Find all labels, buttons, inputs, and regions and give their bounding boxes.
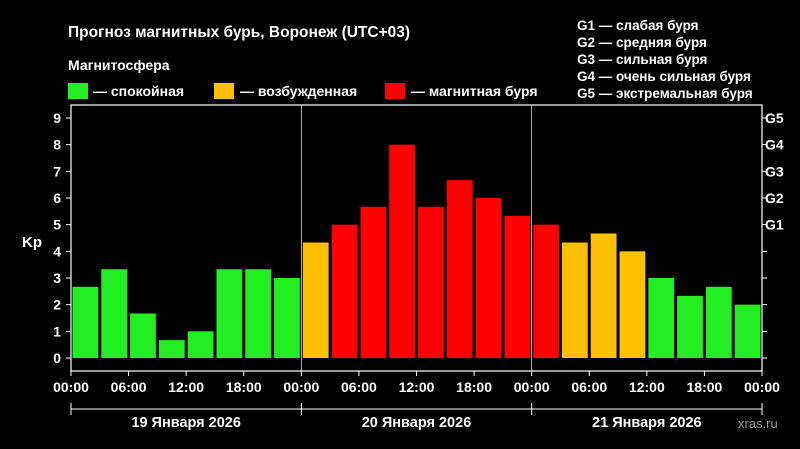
y-tick-label: 7 <box>53 163 61 179</box>
y-axis-label: Kp <box>22 234 42 251</box>
x-tick-label: 18:00 <box>456 379 492 395</box>
kp-bar <box>446 180 473 358</box>
g-level-label: G4 <box>765 137 784 153</box>
kp-bar <box>274 278 300 358</box>
g-level-label: G5 <box>765 110 784 126</box>
kp-bar <box>187 331 214 358</box>
y-tick-label: 0 <box>53 350 61 366</box>
legend-label-active: — возбужденная <box>240 83 357 99</box>
kp-bar <box>475 198 502 358</box>
y-tick-label: 3 <box>53 270 61 286</box>
legend-label-storm: — магнитная буря <box>411 83 538 99</box>
kp-bar <box>130 313 156 358</box>
kp-bar <box>360 206 387 358</box>
day-label: 19 Января 2026 <box>131 415 241 431</box>
kp-bar <box>389 144 415 358</box>
g-scale-g3: G3 — сильная буря <box>577 52 707 67</box>
kp-bar <box>504 215 531 358</box>
x-tick-label: 00:00 <box>514 379 550 395</box>
legend-swatch-quiet <box>68 83 88 99</box>
y-tick-label: 1 <box>53 323 61 339</box>
kp-bar <box>648 278 675 358</box>
g-scale-g1: G1 — слабая буря <box>577 18 699 33</box>
plot-area: 0 1 2 3 4 5 6 7 8 9 G1 G2 G3 G4 G5 00:00 06:00 12:00 18:00… <box>53 104 784 431</box>
kp-bar <box>734 304 761 358</box>
kp-bar <box>418 206 444 358</box>
legend-label-quiet: — спокойная <box>93 83 184 99</box>
kp-bar <box>705 286 732 358</box>
day-label: 20 Января 2026 <box>362 415 472 431</box>
x-tick-label: 18:00 <box>226 379 262 395</box>
g-scale-g5: G5 — экстремальная буря <box>577 86 753 101</box>
kp-bar <box>677 295 703 358</box>
g-scale-g4: G4 — очень сильная буря <box>577 69 751 84</box>
y-tick-label: 8 <box>53 137 61 153</box>
kp-bar <box>590 233 617 358</box>
kp-bar <box>72 286 99 358</box>
y-tick-label: 2 <box>53 297 61 313</box>
x-tick-label: 00:00 <box>283 379 319 395</box>
g-scale-g2: G2 — средняя буря <box>577 35 707 50</box>
kp-bar <box>533 224 559 358</box>
kp-bar <box>619 251 646 358</box>
magnetosphere-subtitle: Магнитосфера <box>68 57 170 73</box>
watermark: xras.ru <box>738 416 778 431</box>
legend-swatch-storm <box>385 83 405 99</box>
legend-swatch-active <box>214 83 234 99</box>
kp-bar <box>302 242 329 358</box>
x-tick-label: 06:00 <box>571 379 607 395</box>
x-tick-label: 18:00 <box>687 379 723 395</box>
day-label: 21 Января 2026 <box>592 415 702 431</box>
kp-bar <box>331 224 358 358</box>
x-tick-label: 00:00 <box>744 379 780 395</box>
kp-bar <box>158 340 185 358</box>
x-tick-label: 12:00 <box>399 379 435 395</box>
g-level-label: G3 <box>765 163 784 179</box>
y-tick-label: 4 <box>53 243 61 259</box>
x-tick-label: 12:00 <box>168 379 204 395</box>
kp-bar <box>216 269 243 358</box>
x-tick-label: 06:00 <box>341 379 377 395</box>
legend: — спокойная — возбужденная — магнитная б… <box>68 83 538 99</box>
y-tick-label: 5 <box>53 217 61 233</box>
kp-bar <box>245 269 272 358</box>
page-title: Прогноз магнитных бурь, Воронеж (UTC+03) <box>68 24 410 41</box>
x-tick-label: 00:00 <box>53 379 89 395</box>
y-tick-label: 9 <box>53 110 61 126</box>
y-tick-label: 6 <box>53 190 61 206</box>
kp-bar <box>561 242 588 358</box>
g-scale-legend: G1 — слабая буря G2 — средняя буря G3 — … <box>577 18 753 101</box>
kp-bar <box>101 269 128 358</box>
g-level-label: G2 <box>765 190 784 206</box>
g-level-label: G1 <box>765 217 784 233</box>
x-tick-label: 06:00 <box>111 379 147 395</box>
x-tick-label: 12:00 <box>629 379 665 395</box>
